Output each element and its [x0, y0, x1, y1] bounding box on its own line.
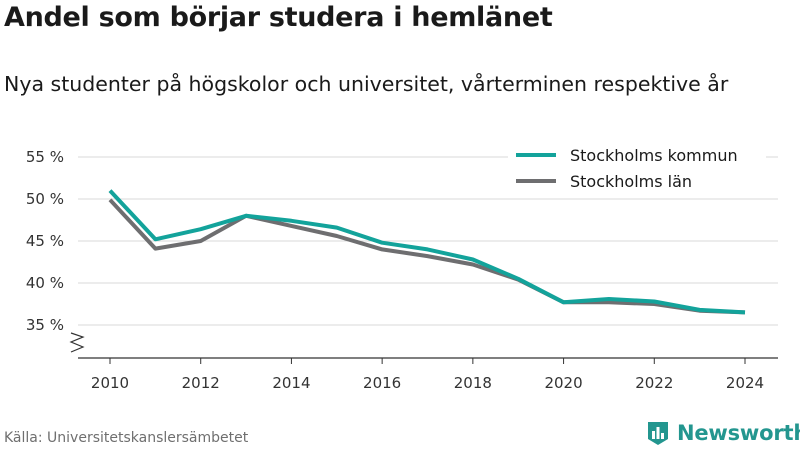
- x-tick-label: 2024: [726, 374, 764, 392]
- y-tick-label: 45 %: [26, 232, 64, 250]
- x-tick-label: 2018: [454, 374, 492, 392]
- y-tick-label: 50 %: [26, 190, 64, 208]
- x-tick-label: 2022: [635, 374, 673, 392]
- legend-background: [508, 140, 766, 198]
- newsworthy-logo-text: Newsworthy: [677, 421, 800, 445]
- chart-subtitle: Nya studenter på högskolor och universit…: [4, 72, 729, 96]
- x-tick-label: 2016: [363, 374, 401, 392]
- legend: Stockholms kommun Stockholms län: [508, 140, 766, 198]
- series-lines: [108, 189, 746, 315]
- newsworthy-logo: Newsworthy: [645, 420, 800, 446]
- series-line-stockholms-län: [108, 198, 746, 315]
- axes: 35 % 40 % 45 % 50 % 55 % 2010 2012 2014 2016 2018…: [26, 148, 778, 392]
- y-tick-label: 55 %: [26, 148, 64, 166]
- chart-title: Andel som börjar studera i hemlänet: [4, 2, 553, 33]
- source-note: Källa: Universitetskanslersämbetet: [4, 430, 249, 446]
- legend-label: Stockholms län: [570, 172, 692, 191]
- newsworthy-logo-icon: [648, 422, 668, 445]
- axis-break-marker: [69, 332, 85, 353]
- legend-label: Stockholms kommun: [570, 146, 738, 165]
- x-tick-label: 2020: [544, 374, 582, 392]
- x-tick-label: 2012: [182, 374, 220, 392]
- y-tick-label: 40 %: [26, 274, 64, 292]
- y-tick-label: 35 %: [26, 316, 64, 334]
- x-tick-label: 2010: [91, 374, 129, 392]
- series-line-stockholms-kommun: [108, 189, 746, 315]
- x-tick-label: 2014: [272, 374, 310, 392]
